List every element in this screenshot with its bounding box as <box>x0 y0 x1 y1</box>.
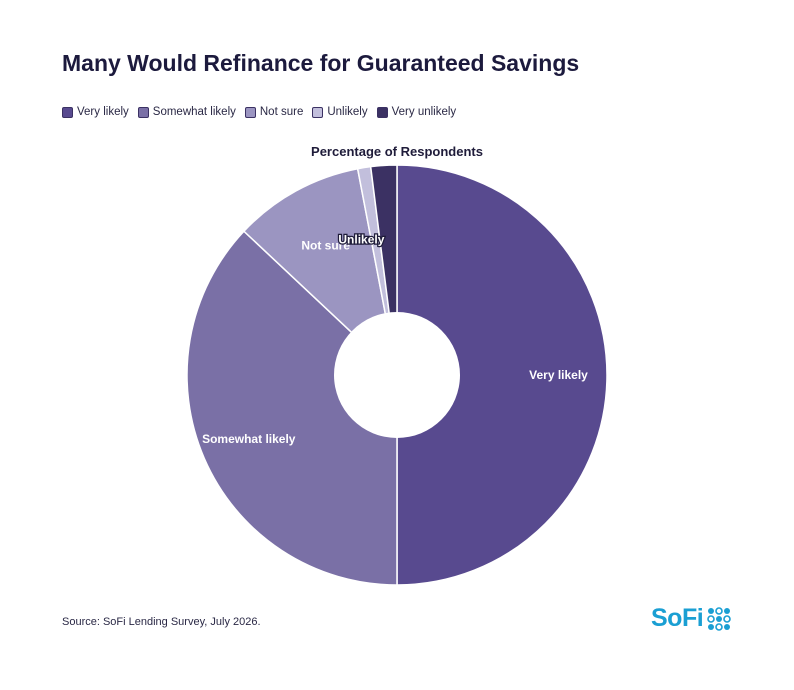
legend-item: Somewhat likely <box>137 106 236 118</box>
legend-item: Very likely <box>62 106 129 118</box>
donut-hole <box>334 312 460 438</box>
legend-label: Very likely <box>77 106 129 118</box>
chart-legend: Very likely Somewhat likely Not sure Unlike… <box>62 106 465 118</box>
legend-label: Somewhat likely <box>152 106 236 118</box>
pie-slice <box>186 230 398 586</box>
legend-item: Very unlikely <box>376 106 457 118</box>
legend-swatch <box>376 106 388 118</box>
logo-text: SoFi <box>651 604 704 632</box>
legend-label: Very unlikely <box>391 106 457 118</box>
chart-title: Percentage of Respondents <box>311 144 483 159</box>
page-title: Many Would Refinance for Guaranteed Savi… <box>62 50 580 76</box>
slice-label: Very likely <box>529 368 588 382</box>
slice-label: Unlikely <box>338 233 384 247</box>
source-note: Source: SoFi Lending Survey, July 2026. <box>62 616 261 628</box>
slice-label: Somewhat likely <box>202 432 296 446</box>
sofi-logo: SoFi <box>651 604 731 633</box>
logo-mark-icon <box>707 606 731 631</box>
legend-swatch <box>312 106 324 118</box>
slice-label: Not sure <box>301 238 350 252</box>
pie-slice <box>396 164 608 586</box>
legend-swatch <box>137 106 149 118</box>
legend-swatch <box>244 106 256 118</box>
legend-item: Not sure <box>244 106 304 118</box>
legend-label: Not sure <box>259 106 304 118</box>
pie-slice <box>242 167 399 378</box>
legend-item: Unlikely <box>312 106 368 118</box>
legend-swatch <box>62 106 73 118</box>
legend-label: Unlikely <box>327 106 368 118</box>
